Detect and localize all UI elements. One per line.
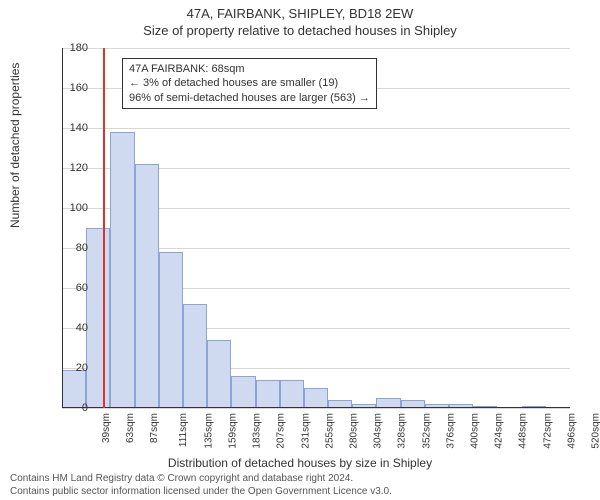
y-tick-label: 100 [58,202,88,214]
x-tick-label: 183sqm [252,413,263,449]
gridline-h [62,48,570,49]
x-tick-label: 159sqm [228,413,239,449]
x-tick-label: 520sqm [590,413,600,449]
x-tick-label: 376sqm [445,413,456,449]
x-tick-label: 496sqm [566,413,577,449]
y-tick-label: 180 [58,42,88,54]
x-tick-label: 63sqm [125,413,136,443]
x-axis-label: Distribution of detached houses by size … [0,456,600,470]
chart-title-sub: Size of property relative to detached ho… [0,21,600,38]
chart-title-main: 47A, FAIRBANK, SHIPLEY, BD18 2EW [0,0,600,21]
x-tick-label: 135sqm [203,413,214,449]
x-tick-label: 328sqm [397,413,408,449]
gridline-h [62,408,570,409]
annotation-box: 47A FAIRBANK: 68sqm← 3% of detached hous… [122,58,377,109]
histogram-bar [280,380,304,408]
y-tick-label: 140 [58,122,88,134]
x-tick-label: 255sqm [324,413,335,449]
x-tick-label: 352sqm [421,413,432,449]
x-tick-label: 448sqm [518,413,529,449]
attribution-text: Contains HM Land Registry data © Crown c… [10,473,392,498]
histogram-bar [231,376,255,408]
annotation-line-3: 96% of semi-detached houses are larger (… [129,91,370,105]
histogram-bar [256,380,280,408]
y-tick-label: 80 [58,242,88,254]
histogram-bar [110,132,134,408]
histogram-bar [86,228,110,408]
histogram-bar [183,304,207,408]
y-tick-label: 20 [58,362,88,374]
attribution-line-2: Contains public sector information licen… [10,486,392,499]
plot-region: 47A FAIRBANK: 68sqm← 3% of detached hous… [62,48,570,408]
x-tick-label: 87sqm [149,413,160,443]
annotation-line-2: ← 3% of detached houses are smaller (19) [129,76,370,90]
chart-area: 47A FAIRBANK: 68sqm← 3% of detached hous… [62,48,570,408]
histogram-bar [304,388,328,408]
y-axis-line [62,48,63,408]
y-tick-label: 40 [58,322,88,334]
x-tick-label: 280sqm [349,413,360,449]
x-tick-label: 304sqm [373,413,384,449]
annotation-line-1: 47A FAIRBANK: 68sqm [129,62,370,76]
y-tick-label: 120 [58,162,88,174]
chart-container: 47A, FAIRBANK, SHIPLEY, BD18 2EW Size of… [0,0,600,500]
x-tick-label: 472sqm [542,413,553,449]
histogram-bar [135,164,159,408]
y-tick-label: 160 [58,82,88,94]
histogram-bar [207,340,231,408]
x-tick-label: 207sqm [276,413,287,449]
property-size-marker [103,48,105,408]
x-tick-label: 111sqm [178,413,189,447]
x-tick-label: 231sqm [300,413,311,449]
y-tick-label: 60 [58,282,88,294]
histogram-bar [159,252,183,408]
attribution-line-1: Contains HM Land Registry data © Crown c… [10,473,392,486]
y-axis-label: Number of detached properties [8,63,22,228]
gridline-h [62,128,570,129]
y-tick-label: 0 [58,402,88,414]
x-tick-label: 424sqm [494,413,505,449]
x-tick-label: 39sqm [101,413,112,443]
x-tick-label: 400sqm [470,413,481,449]
x-axis-line [62,407,570,408]
